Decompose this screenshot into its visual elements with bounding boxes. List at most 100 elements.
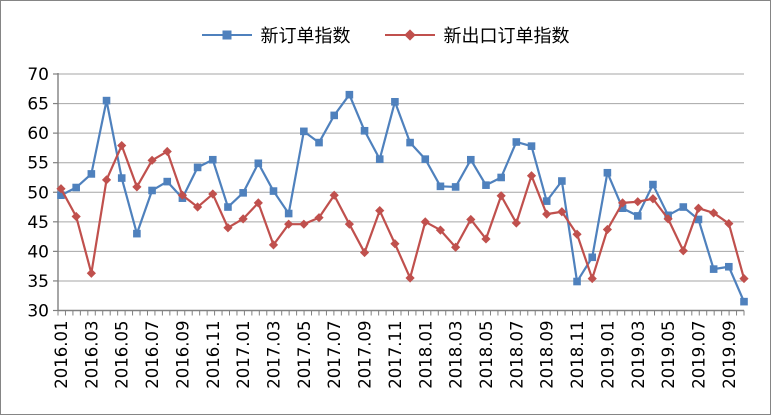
x-axis-label: 2017.03	[264, 321, 283, 389]
data-point-diamond-marker	[542, 209, 552, 219]
data-point-square-marker	[649, 180, 657, 189]
legend-line-blue	[201, 30, 252, 40]
legend-item-new-export-orders: 新出口订单指数	[384, 22, 570, 48]
data-point-square-marker	[239, 189, 247, 197]
data-point-square-marker	[573, 277, 581, 286]
data-point-square-marker	[148, 186, 156, 195]
square-marker-icon	[222, 30, 231, 40]
data-point-square-marker	[360, 126, 369, 135]
data-point-square-marker	[679, 203, 688, 211]
data-point-diamond-marker	[193, 202, 203, 212]
data-point-square-marker	[163, 177, 172, 186]
data-point-square-marker	[406, 138, 414, 147]
x-axis-label: 2016.03	[82, 321, 101, 389]
chart-legend: 新订单指数 新出口订单指数	[1, 22, 770, 48]
y-axis-label: 30	[27, 302, 49, 322]
data-point-square-marker	[330, 111, 338, 120]
x-axis-label: 2016.09	[173, 321, 192, 389]
data-point-diamond-marker	[481, 234, 491, 244]
y-axis-label: 50	[27, 183, 49, 203]
data-point-square-marker	[224, 203, 232, 211]
data-point-square-marker	[482, 181, 490, 189]
data-point-diamond-marker	[633, 197, 643, 207]
x-axis-label: 2018.03	[447, 320, 466, 388]
data-point-square-marker	[740, 297, 748, 306]
data-point-square-marker	[725, 262, 733, 271]
x-axis-label: 2019.03	[629, 321, 648, 389]
data-point-square-marker	[512, 138, 521, 146]
x-axis-label: 2018.07	[507, 321, 526, 389]
data-point-square-marker	[451, 183, 460, 191]
legend-item-new-orders: 新订单指数	[201, 22, 351, 48]
data-point-square-marker	[87, 170, 96, 178]
series-line-new-export-orders	[60, 144, 746, 280]
data-point-diamond-marker	[511, 218, 521, 228]
data-point-diamond-marker	[526, 171, 537, 181]
data-point-diamond-marker	[329, 190, 339, 200]
data-point-square-marker	[542, 197, 551, 205]
data-point-diamond-marker	[466, 214, 476, 225]
x-axis-label: 2018.11	[568, 321, 587, 389]
y-axis-label: 35	[27, 272, 49, 292]
data-point-square-marker	[133, 229, 141, 238]
data-point-square-marker	[208, 155, 217, 164]
data-point-square-marker	[633, 212, 642, 220]
x-axis-label: 2018.01	[416, 321, 435, 389]
x-axis-label: 2019.07	[689, 321, 708, 389]
data-point-square-marker	[421, 155, 430, 163]
data-point-diamond-marker	[451, 242, 461, 252]
data-point-square-marker	[284, 209, 293, 218]
data-point-diamond-marker	[663, 214, 673, 224]
y-axis-label: 65	[27, 95, 49, 115]
data-point-diamond-marker	[390, 239, 400, 249]
data-point-diamond-marker	[177, 190, 188, 200]
data-point-square-marker	[345, 90, 354, 99]
x-axis-label: 2019.05	[659, 321, 678, 389]
data-point-square-marker	[102, 96, 111, 105]
data-point-square-marker	[193, 163, 202, 172]
data-point-diamond-marker	[724, 218, 734, 229]
data-point-diamond-marker	[132, 182, 142, 192]
y-axis-label: 70	[27, 65, 49, 85]
data-point-square-marker	[618, 204, 627, 213]
data-point-diamond-marker	[208, 189, 218, 199]
legend-line-red	[384, 29, 435, 41]
data-point-square-marker	[254, 159, 263, 168]
data-point-diamond-marker	[147, 155, 157, 165]
data-point-diamond-marker	[284, 219, 294, 229]
data-point-square-marker	[436, 182, 445, 191]
data-point-diamond-marker	[739, 273, 749, 284]
data-point-diamond-marker	[557, 207, 567, 217]
legend-label: 新出口订单指数	[443, 26, 570, 47]
data-point-square-marker	[709, 265, 718, 273]
data-point-diamond-marker	[71, 211, 81, 222]
data-point-square-marker	[375, 155, 384, 163]
y-axis-label: 55	[27, 154, 49, 174]
data-point-diamond-marker	[420, 217, 430, 227]
data-point-diamond-marker	[648, 194, 658, 204]
data-point-square-marker	[558, 177, 566, 185]
x-axis-label: 2017.09	[356, 321, 375, 389]
x-axis-label: 2017.11	[386, 321, 405, 389]
data-point-diamond-marker	[344, 219, 354, 229]
data-point-square-marker	[315, 138, 323, 147]
data-point-diamond-marker	[435, 225, 446, 235]
data-point-square-marker	[57, 191, 65, 200]
x-axis-label: 2017.05	[295, 321, 314, 389]
data-point-diamond-marker	[496, 191, 506, 201]
x-axis-label: 2016.07	[143, 321, 162, 389]
x-axis-label: 2017.07	[325, 321, 344, 389]
data-point-diamond-marker	[268, 240, 279, 250]
data-point-diamond-marker	[375, 205, 385, 216]
data-point-diamond-marker	[405, 273, 415, 283]
data-point-square-marker	[588, 253, 597, 262]
data-point-diamond-marker	[223, 223, 233, 233]
data-point-square-marker	[269, 187, 278, 195]
x-axis-label: 2017.01	[234, 321, 253, 389]
data-point-diamond-marker	[238, 214, 248, 224]
x-axis-label: 2016.01	[52, 321, 71, 389]
data-point-diamond-marker	[253, 198, 263, 208]
data-point-square-marker	[497, 173, 505, 182]
